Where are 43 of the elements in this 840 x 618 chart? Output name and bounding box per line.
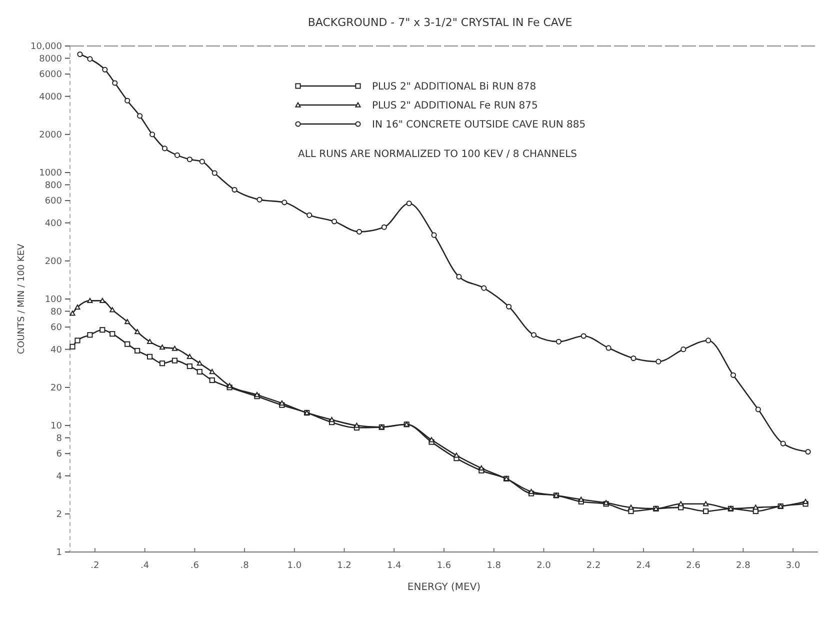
x-tick-label: 1.8 [486, 561, 502, 571]
y-tick-label: 10 [50, 422, 62, 432]
x-tick-label: 2.0 [536, 561, 552, 571]
x-tick-label: .2 [90, 561, 100, 571]
x-tick-label: 2.2 [586, 561, 601, 571]
x-tick-label: .8 [240, 561, 250, 571]
x-tick-label: 2.6 [686, 561, 701, 571]
y-tick-label: 4000 [39, 92, 62, 102]
y-tick-label: 60 [50, 323, 62, 334]
annotation: ALL RUNS ARE NORMALIZED TO 100 KEV / 8 CHANNELS [298, 149, 578, 160]
y-tick-label: 8000 [39, 54, 62, 64]
y-tick-label: 4 [56, 472, 62, 482]
y-tick-label: 100 [44, 295, 62, 306]
y-tick-label: 6 [56, 450, 62, 460]
y-tick-label: 6000 [39, 70, 62, 80]
legend-label: PLUS 2" ADDITIONAL Bi RUN 878 [372, 82, 536, 92]
y-tick-label: 2 [56, 510, 62, 520]
y-tick-label: 2000 [39, 130, 62, 141]
x-tick-label: 2.4 [636, 561, 651, 571]
y-tick-label: 10,000 [30, 42, 62, 52]
legend-label: PLUS 2" ADDITIONAL Fe RUN 875 [372, 100, 538, 112]
x-axis-title: ENERGY (MEV) [407, 582, 481, 593]
x-tick-label: 1.0 [287, 561, 302, 571]
chart-title: BACKGROUND - 7" x 3-1/2" CRYSTAL IN Fe CAVE [308, 16, 572, 29]
x-tick-label: .6 [190, 561, 200, 571]
x-tick-label: 1.2 [337, 561, 352, 571]
x-tick-label: 1.6 [436, 561, 452, 571]
y-tick-label: 400 [44, 218, 62, 229]
x-tick-label: 2.8 [736, 561, 751, 571]
legend-label: IN 16" CONCRETE OUTSIDE CAVE RUN 885 [372, 120, 586, 130]
y-tick-label: 40 [50, 345, 62, 356]
y-tick-label: 8 [56, 434, 62, 444]
y-tick-label: 20 [50, 384, 62, 394]
y-axis-title: COUNTS / MIN / 100 KEV [17, 242, 27, 354]
y-tick-label: 200 [44, 257, 62, 268]
y-tick-label: 80 [50, 307, 62, 318]
y-tick-label: 1 [56, 548, 62, 558]
x-tick-label: .4 [140, 561, 150, 571]
x-tick-label: 3.0 [786, 561, 800, 571]
y-tick-label: 800 [44, 180, 62, 191]
y-tick-label: 600 [44, 196, 62, 207]
y-tick-label: 1000 [39, 168, 62, 179]
x-tick-label: 1.4 [386, 561, 402, 571]
